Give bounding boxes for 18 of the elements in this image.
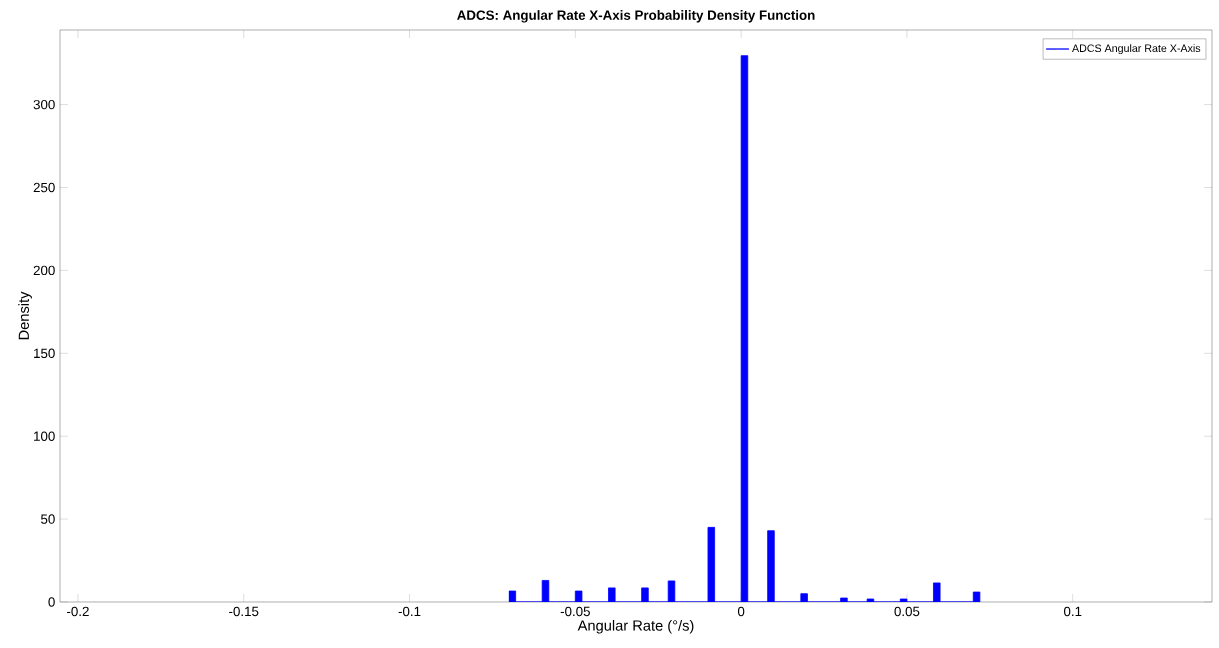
y-axis-title: Density [18,291,32,340]
y-tick-label: 250 [33,182,55,193]
x-tick-label: 0.1 [1063,606,1082,617]
y-tick-label: 300 [33,99,55,110]
chart-title: ADCS: Angular Rate X-Axis Probability Density Function [457,10,815,23]
x-tick-label: 0 [737,606,745,617]
x-tick-label: -0.2 [67,606,89,617]
y-tick-label: 200 [33,265,55,276]
y-tick-label: 150 [34,348,55,358]
x-tick-label: -0.1 [398,606,421,617]
x-tick-label: -0.05 [560,606,590,617]
x-tick-label: 0.05 [894,606,920,617]
legend-label: ADCS Angular Rate X-Axis [1072,44,1201,55]
y-tick-label: 100 [34,431,55,441]
y-tick-label: 0 [48,597,55,607]
x-axis-title: Angular Rate (°/s) [577,619,694,634]
x-tick-label: -0.15 [229,606,259,617]
y-tick-label: 50 [41,514,55,524]
